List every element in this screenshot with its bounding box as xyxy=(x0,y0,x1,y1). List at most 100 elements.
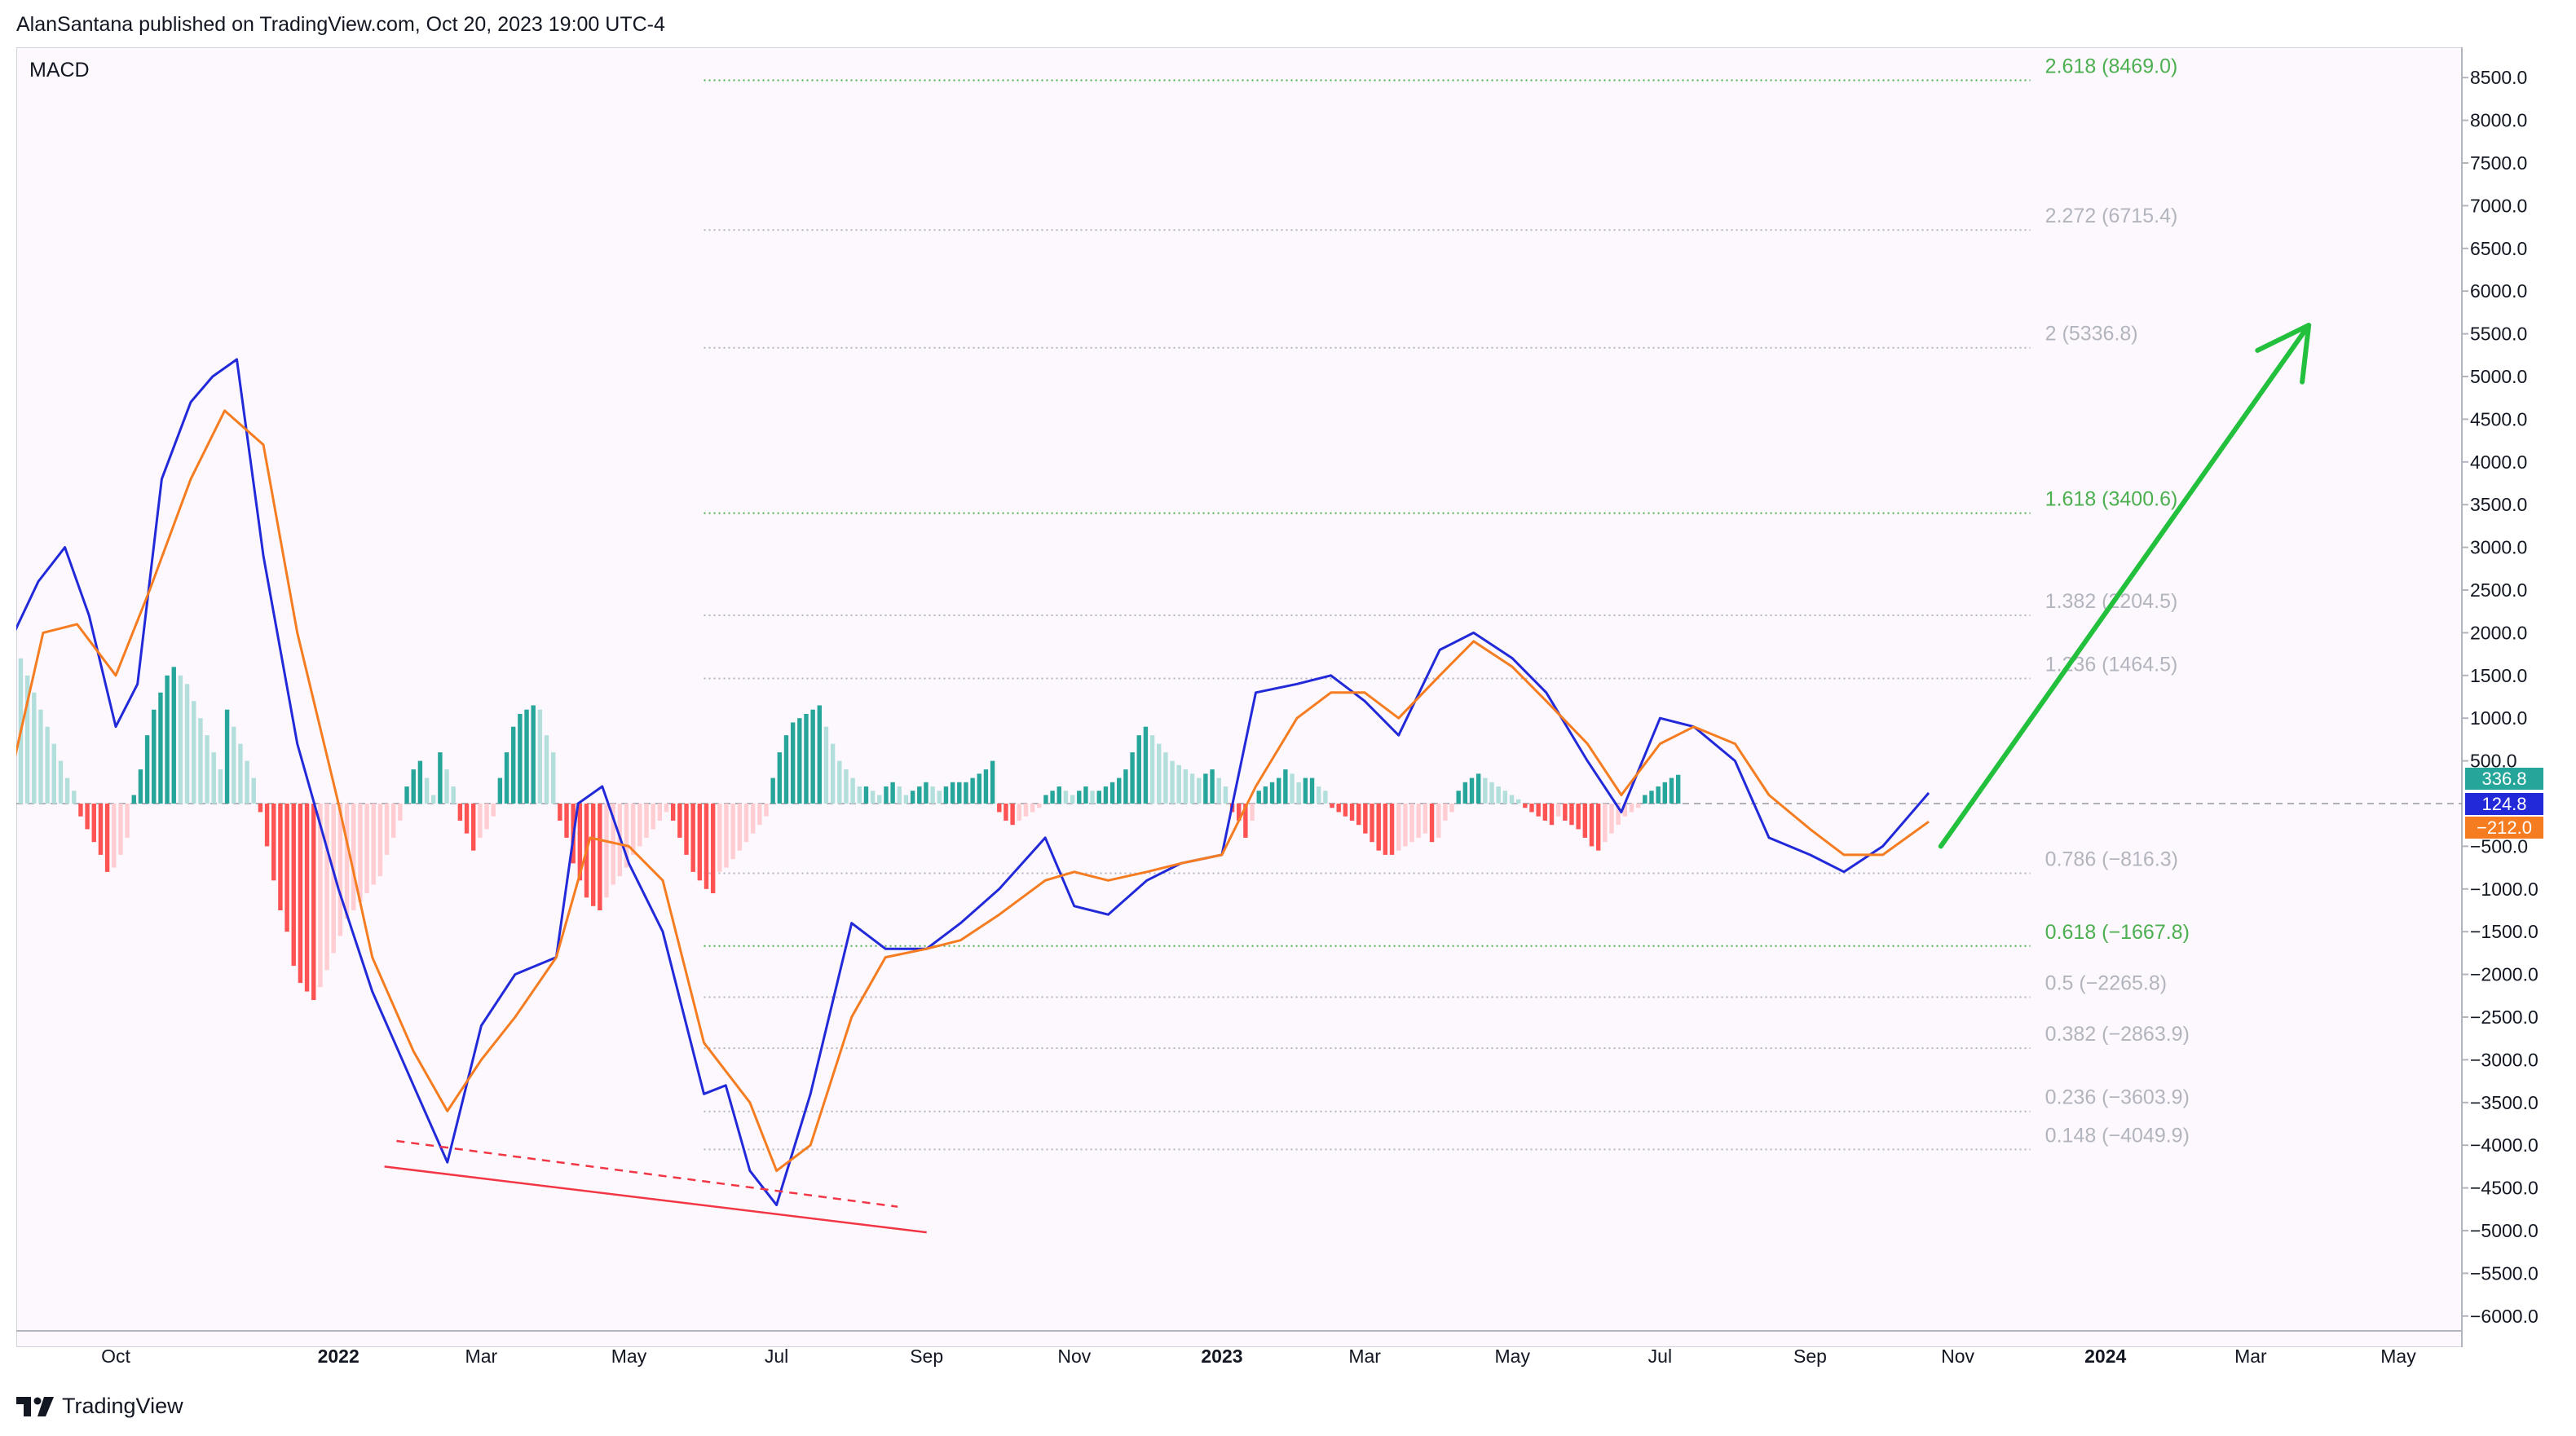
histogram-bar xyxy=(1563,804,1568,821)
histogram-bar xyxy=(924,782,929,804)
histogram-bar xyxy=(804,713,809,804)
x-tick-label: May xyxy=(1495,1346,1531,1367)
histogram-bar xyxy=(1296,782,1301,804)
histogram-bar xyxy=(857,786,862,804)
histogram-bar xyxy=(32,692,37,804)
price-badge xyxy=(2465,768,2543,790)
histogram-bar xyxy=(630,804,636,855)
histogram-bar xyxy=(1317,786,1321,804)
histogram-bar xyxy=(637,804,642,847)
y-tick-label: 6000.0 xyxy=(2470,280,2527,302)
histogram-bar xyxy=(285,804,289,932)
histogram-bar xyxy=(1017,804,1021,821)
x-tick-label: Mar xyxy=(1348,1346,1381,1367)
histogram-bar xyxy=(158,692,163,804)
histogram-bar xyxy=(524,709,529,804)
histogram-bar xyxy=(964,782,968,804)
y-tick-label: −2500.0 xyxy=(2470,1007,2539,1028)
histogram-bar xyxy=(1216,777,1221,804)
histogram-bar xyxy=(590,804,596,906)
histogram-bar xyxy=(1675,774,1681,804)
histogram-bar xyxy=(1489,782,1494,804)
x-tick-label: Jul xyxy=(765,1346,788,1367)
histogram-bar xyxy=(1123,769,1128,804)
histogram-bar xyxy=(917,786,922,804)
histogram-bar xyxy=(1449,804,1454,813)
histogram-bar xyxy=(1043,795,1048,804)
histogram-bar xyxy=(943,786,949,804)
price-badge-label: −212.0 xyxy=(2477,817,2532,838)
histogram-bar xyxy=(464,804,470,834)
histogram-bar xyxy=(1183,769,1189,804)
x-tick-label: Mar xyxy=(2234,1346,2267,1367)
histogram-bar xyxy=(1496,786,1501,804)
histogram-bar xyxy=(1303,777,1308,804)
divergence-dashed-line[interactable] xyxy=(396,1139,898,1208)
histogram-bar xyxy=(537,709,543,804)
histogram-bar xyxy=(837,760,842,804)
fib-level-label: 0.236 (−3603.9) xyxy=(2045,1086,2190,1109)
macd-line[interactable] xyxy=(14,358,1930,1207)
histogram-bar xyxy=(298,804,303,984)
histogram-bar xyxy=(890,782,895,804)
histogram-bar xyxy=(1616,804,1621,826)
signal-line[interactable] xyxy=(14,409,1930,1173)
histogram-bar xyxy=(977,773,981,804)
tradingview-logo[interactable]: TradingView xyxy=(16,1394,183,1419)
histogram-bar xyxy=(750,804,756,834)
histogram-bar xyxy=(598,804,602,910)
histogram-bar xyxy=(1309,777,1315,804)
footer-brand: TradingView xyxy=(62,1394,183,1418)
histogram-bar xyxy=(417,760,423,804)
fib-level-label: 2.272 (6715.4) xyxy=(2045,205,2178,227)
histogram-bar xyxy=(438,752,443,804)
histogram-bar xyxy=(1589,804,1595,847)
histogram-bar xyxy=(205,735,210,804)
fib-level-label: 0.618 (−1667.8) xyxy=(2045,921,2190,944)
x-tick-label: Sep xyxy=(1793,1346,1827,1367)
histogram-bar xyxy=(657,804,663,821)
divergence-line[interactable] xyxy=(384,1165,927,1234)
x-tick-label: Jul xyxy=(1648,1346,1672,1367)
histogram-bar xyxy=(1210,769,1215,804)
histogram-bar xyxy=(1143,726,1149,804)
histogram-bar xyxy=(1130,752,1135,804)
histogram-bar xyxy=(664,804,669,813)
histogram-bar xyxy=(1090,791,1095,804)
histogram-bar xyxy=(950,782,955,804)
y-tick-label: −2000.0 xyxy=(2470,964,2539,985)
histogram-bar xyxy=(211,752,216,804)
y-tick-label: 1500.0 xyxy=(2470,665,2527,686)
y-tick-label: −500.0 xyxy=(2470,835,2528,857)
histogram-bar xyxy=(324,804,329,971)
histogram-bar xyxy=(1063,791,1069,804)
histogram-bar xyxy=(690,804,695,872)
histogram-bar xyxy=(850,777,855,804)
histogram-bar xyxy=(1456,791,1461,804)
fib-level-label: 1.618 (3400.6) xyxy=(2045,488,2178,511)
histogram-bar xyxy=(897,786,902,804)
histogram-bar xyxy=(997,804,1002,813)
histogram-bar xyxy=(497,777,503,804)
histogram-bar xyxy=(1582,804,1588,838)
histogram-bar xyxy=(937,791,942,804)
histogram-bar xyxy=(1475,773,1481,804)
histogram-bar xyxy=(1643,795,1647,804)
histogram-bar xyxy=(1502,791,1508,804)
histogram-bar xyxy=(1595,804,1601,851)
fib-level-label: 0.5 (−2265.8) xyxy=(2045,971,2167,994)
histogram-bar xyxy=(471,804,476,851)
y-tick-label: −1000.0 xyxy=(2470,879,2539,900)
y-tick-label: 5500.0 xyxy=(2470,324,2527,345)
chart-panel[interactable] xyxy=(16,47,2462,1347)
histogram-bar xyxy=(1555,804,1561,817)
x-tick-label: Mar xyxy=(465,1346,498,1367)
histogram-bar xyxy=(38,709,43,804)
histogram-bar xyxy=(424,777,430,804)
trend-arrow[interactable] xyxy=(1938,323,2312,849)
fib-level-label: 0.148 (−4049.9) xyxy=(2045,1124,2190,1147)
histogram-bar xyxy=(91,804,96,843)
histogram-bar xyxy=(238,743,243,804)
histogram-bar xyxy=(1370,804,1374,843)
